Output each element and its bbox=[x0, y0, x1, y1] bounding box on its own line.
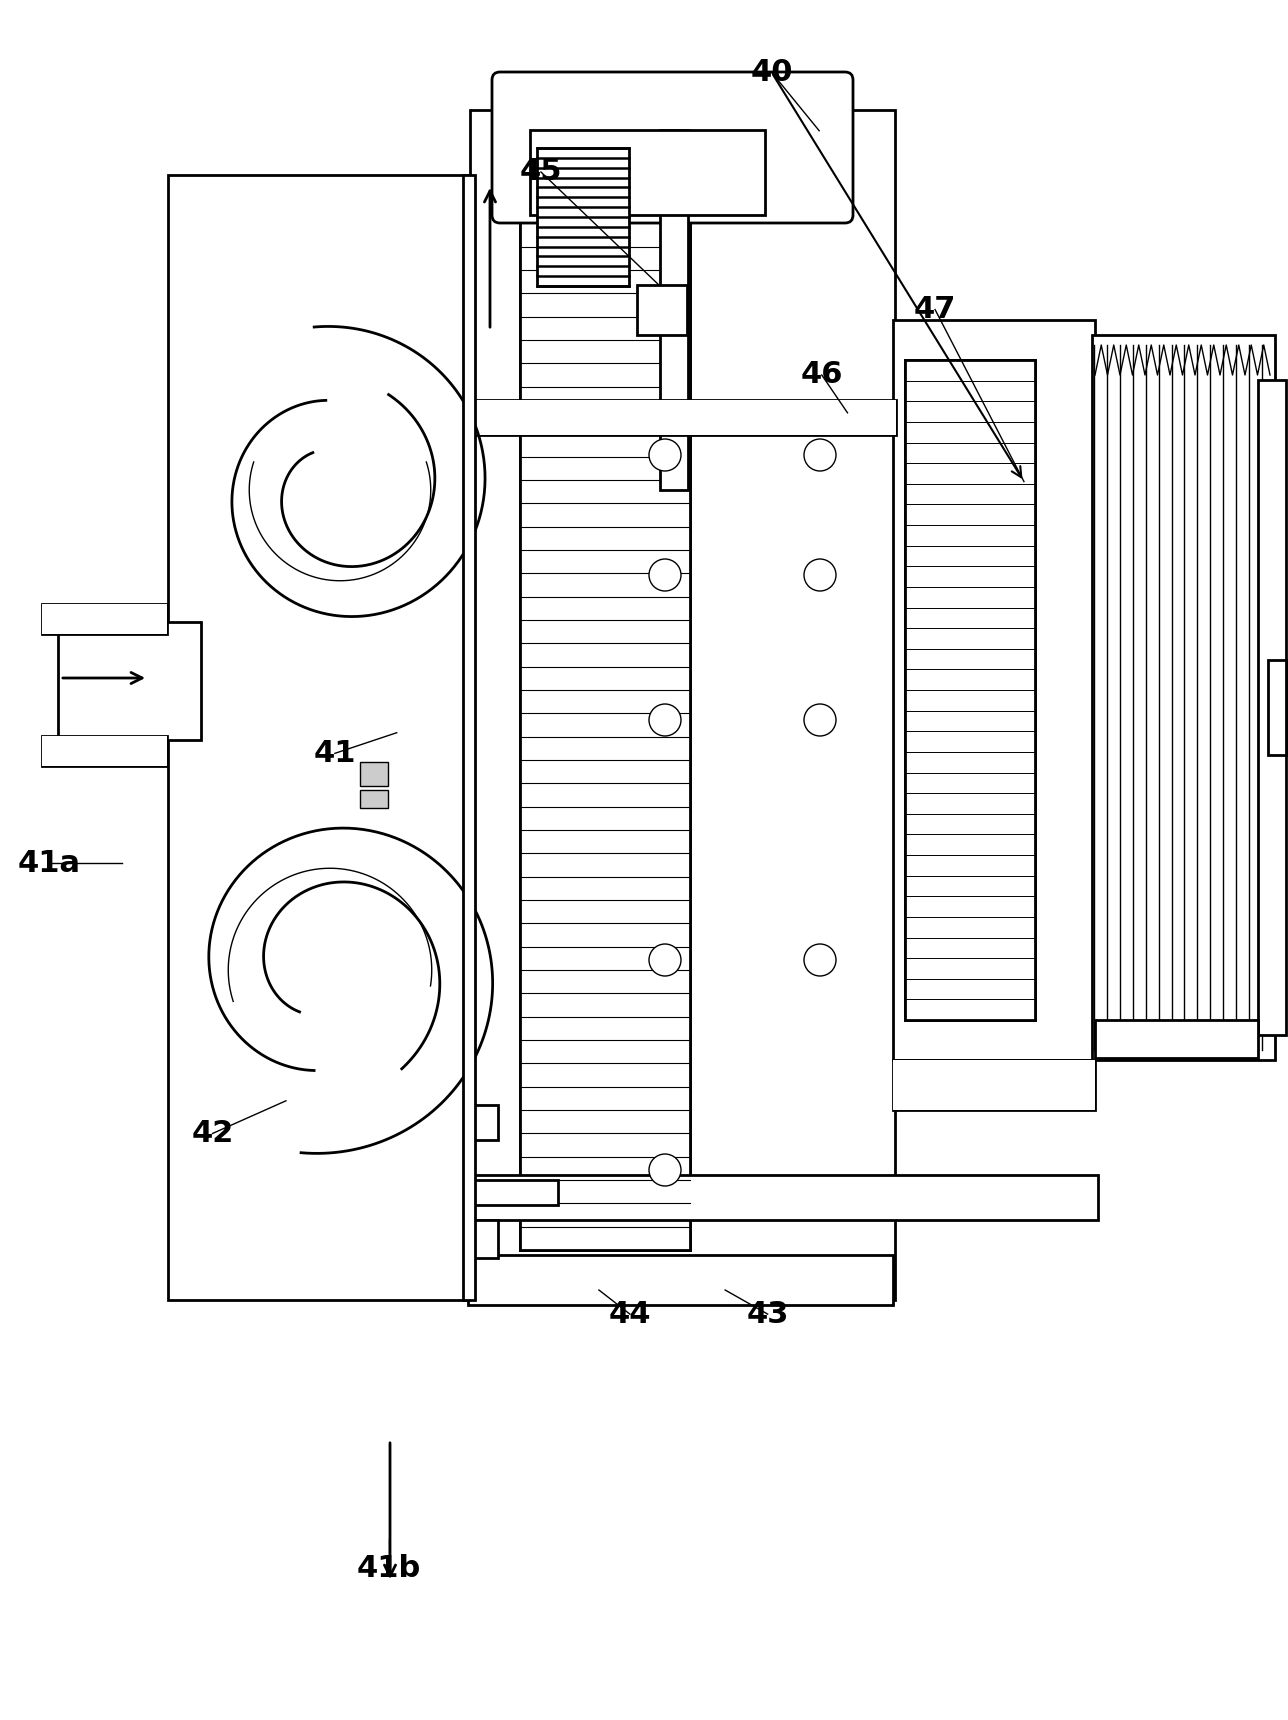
Bar bbox=[468, 1256, 893, 1305]
Text: 42: 42 bbox=[192, 1120, 233, 1147]
Bar bbox=[468, 1219, 498, 1257]
Bar bbox=[468, 401, 896, 435]
Bar bbox=[43, 604, 167, 635]
Bar bbox=[905, 359, 1036, 1020]
Bar bbox=[43, 736, 167, 765]
Bar bbox=[520, 200, 690, 1250]
Circle shape bbox=[804, 559, 836, 592]
Bar bbox=[893, 1060, 1095, 1109]
Circle shape bbox=[649, 703, 681, 736]
Bar bbox=[468, 401, 896, 435]
Bar bbox=[529, 131, 765, 215]
Bar bbox=[1267, 660, 1285, 755]
Text: 44: 44 bbox=[609, 1300, 650, 1328]
Bar bbox=[43, 736, 167, 765]
Bar bbox=[893, 1060, 1095, 1109]
Bar bbox=[893, 1060, 1095, 1109]
Text: 41a: 41a bbox=[18, 850, 80, 877]
Bar bbox=[893, 320, 1095, 1060]
Bar bbox=[468, 401, 896, 435]
Text: 41b: 41b bbox=[357, 1555, 421, 1582]
Text: 41: 41 bbox=[314, 740, 355, 767]
Bar bbox=[520, 200, 690, 1250]
Circle shape bbox=[804, 944, 836, 975]
Text: 46: 46 bbox=[801, 361, 842, 389]
Text: 45: 45 bbox=[520, 158, 562, 186]
Bar bbox=[468, 1175, 1097, 1219]
Bar bbox=[167, 175, 470, 1300]
Bar bbox=[361, 789, 388, 808]
Bar bbox=[361, 762, 388, 786]
Bar bbox=[537, 148, 629, 286]
Bar bbox=[43, 604, 167, 635]
Bar bbox=[43, 736, 167, 765]
Bar bbox=[905, 359, 1036, 1020]
Bar bbox=[468, 1175, 1097, 1219]
Bar bbox=[58, 623, 201, 740]
Text: 47: 47 bbox=[914, 296, 956, 323]
Bar bbox=[468, 1256, 893, 1305]
Circle shape bbox=[649, 559, 681, 592]
Circle shape bbox=[649, 944, 681, 975]
Bar bbox=[468, 1104, 498, 1140]
Circle shape bbox=[649, 1154, 681, 1187]
Circle shape bbox=[804, 439, 836, 471]
Bar bbox=[470, 110, 895, 1300]
Bar bbox=[470, 110, 895, 1300]
Circle shape bbox=[649, 439, 681, 471]
Bar bbox=[1092, 335, 1275, 1060]
Bar bbox=[893, 320, 1095, 1060]
Bar bbox=[43, 604, 167, 635]
Bar bbox=[462, 175, 475, 1300]
Circle shape bbox=[804, 703, 836, 736]
Text: 43: 43 bbox=[747, 1300, 788, 1328]
FancyBboxPatch shape bbox=[492, 72, 853, 224]
Bar bbox=[1095, 1020, 1258, 1058]
Text: 40: 40 bbox=[751, 58, 792, 86]
Bar bbox=[1258, 380, 1285, 1035]
Bar bbox=[468, 1180, 558, 1206]
Bar bbox=[659, 131, 688, 490]
Bar bbox=[638, 286, 687, 335]
